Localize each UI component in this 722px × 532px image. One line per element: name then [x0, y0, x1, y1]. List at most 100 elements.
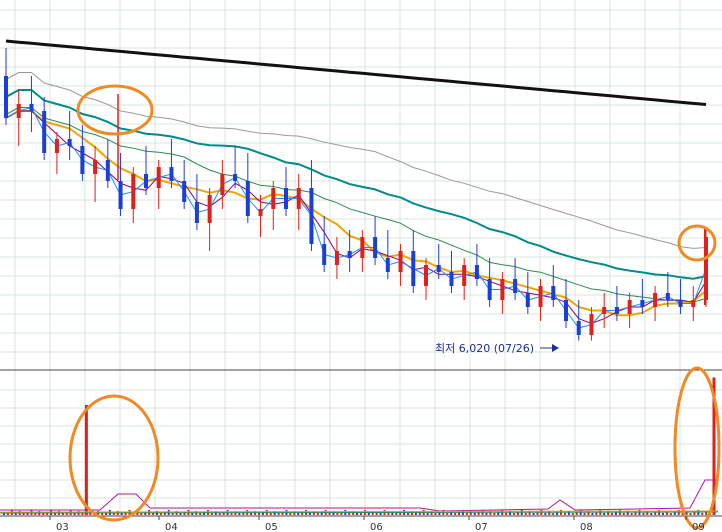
- volume-bar: [454, 513, 457, 515]
- candle-body: [245, 181, 250, 216]
- volume-bar: [65, 511, 68, 515]
- volume-bar: [230, 512, 233, 515]
- volume-bar: [210, 512, 213, 515]
- volume-bar: [705, 510, 708, 515]
- volume-bar: [532, 513, 535, 515]
- volume-bar: [693, 511, 696, 515]
- volume-bar: [654, 511, 657, 515]
- volume-bar: [563, 512, 566, 515]
- volume-bar: [238, 513, 241, 515]
- x-tick-label: 09: [692, 522, 705, 532]
- volume-bar: [183, 511, 186, 515]
- candle-body: [614, 307, 619, 314]
- volume-bar: [410, 510, 413, 515]
- candle-body: [93, 160, 98, 174]
- volume-bar: [301, 511, 304, 515]
- volume-spike: [84, 405, 88, 515]
- volume-bar: [493, 513, 496, 515]
- volume-bar: [407, 512, 410, 515]
- moving-average-line: [5, 110, 707, 317]
- candle-body: [589, 314, 594, 335]
- highlight-ellipse: [68, 394, 160, 522]
- volume-bar: [595, 511, 598, 515]
- volume-bar: [548, 510, 551, 515]
- volume-bar: [22, 513, 25, 515]
- candle-body: [271, 188, 276, 209]
- candle-body: [258, 209, 263, 216]
- volume-bar: [152, 512, 155, 515]
- volume-bar: [171, 512, 174, 515]
- moving-average-line: [5, 106, 707, 329]
- x-tick-label: 04: [165, 522, 178, 532]
- volume-bar: [269, 512, 272, 515]
- volume-bar: [112, 512, 115, 515]
- volume-bar: [53, 512, 56, 515]
- volume-bar: [316, 513, 319, 515]
- volume-bar: [203, 511, 206, 515]
- volume-bar: [250, 512, 253, 515]
- volume-bar: [261, 511, 264, 515]
- volume-bar: [348, 512, 351, 515]
- volume-bar: [642, 512, 645, 515]
- volume-bar: [516, 511, 519, 515]
- moving-average-line: [5, 89, 707, 280]
- volume-bar: [120, 513, 123, 515]
- volume-bar: [199, 513, 202, 515]
- candle-body: [653, 293, 658, 307]
- volume-bar: [340, 511, 343, 515]
- volume-bar: [73, 512, 76, 515]
- volume-bar: [497, 511, 500, 515]
- moving-average-line: [5, 107, 707, 303]
- candle-body: [309, 188, 314, 244]
- volume-bar: [426, 512, 429, 515]
- candle-body: [80, 146, 85, 174]
- volume-bar: [544, 512, 547, 515]
- candle-body: [665, 293, 670, 300]
- candle-body: [538, 286, 543, 307]
- volume-bar: [603, 512, 606, 515]
- volume-bar: [567, 510, 570, 515]
- volume-bar: [489, 510, 492, 515]
- volume-bar: [465, 512, 468, 515]
- moving-average-line: [5, 110, 707, 324]
- candle-body: [16, 104, 21, 118]
- volume-bar: [242, 511, 245, 515]
- candle-body: [424, 265, 428, 286]
- candle-body: [296, 188, 301, 209]
- volume-bar: [556, 511, 559, 515]
- volume-bar: [163, 511, 166, 515]
- volume-ma-line: [0, 510, 719, 513]
- volume-bar: [450, 510, 453, 515]
- volume-bar: [379, 511, 382, 515]
- candle-body: [42, 111, 47, 153]
- candle-body: [4, 76, 8, 118]
- low-price-arrowhead: [552, 344, 559, 352]
- volume-bar: [477, 511, 480, 515]
- x-tick-label: 08: [580, 522, 593, 532]
- volume-bar: [446, 512, 449, 515]
- volume-bar: [418, 511, 421, 515]
- volume-bar: [375, 513, 378, 515]
- candle-body: [436, 265, 441, 272]
- candle-body: [602, 307, 607, 314]
- candle-body: [156, 167, 161, 188]
- candle-body: [385, 258, 390, 272]
- candle-body: [169, 167, 174, 181]
- candle-body: [500, 279, 505, 300]
- candle-body: [194, 202, 199, 223]
- volume-bar: [61, 513, 64, 515]
- low-price-label: 최저 6,020 (07/26): [435, 342, 534, 355]
- x-tick-label: 05: [265, 522, 278, 532]
- volume-bar: [505, 512, 508, 515]
- candle-body: [144, 174, 148, 188]
- candle-body: [449, 272, 454, 286]
- highlight-ellipse: [76, 84, 154, 136]
- volume-bar: [179, 513, 182, 515]
- candle-body: [691, 300, 696, 307]
- volume-bar: [536, 511, 539, 515]
- x-tick-label: 07: [475, 522, 488, 532]
- volume-bar: [399, 511, 402, 515]
- candle-body: [182, 181, 187, 202]
- highlight-ellipse: [677, 224, 717, 262]
